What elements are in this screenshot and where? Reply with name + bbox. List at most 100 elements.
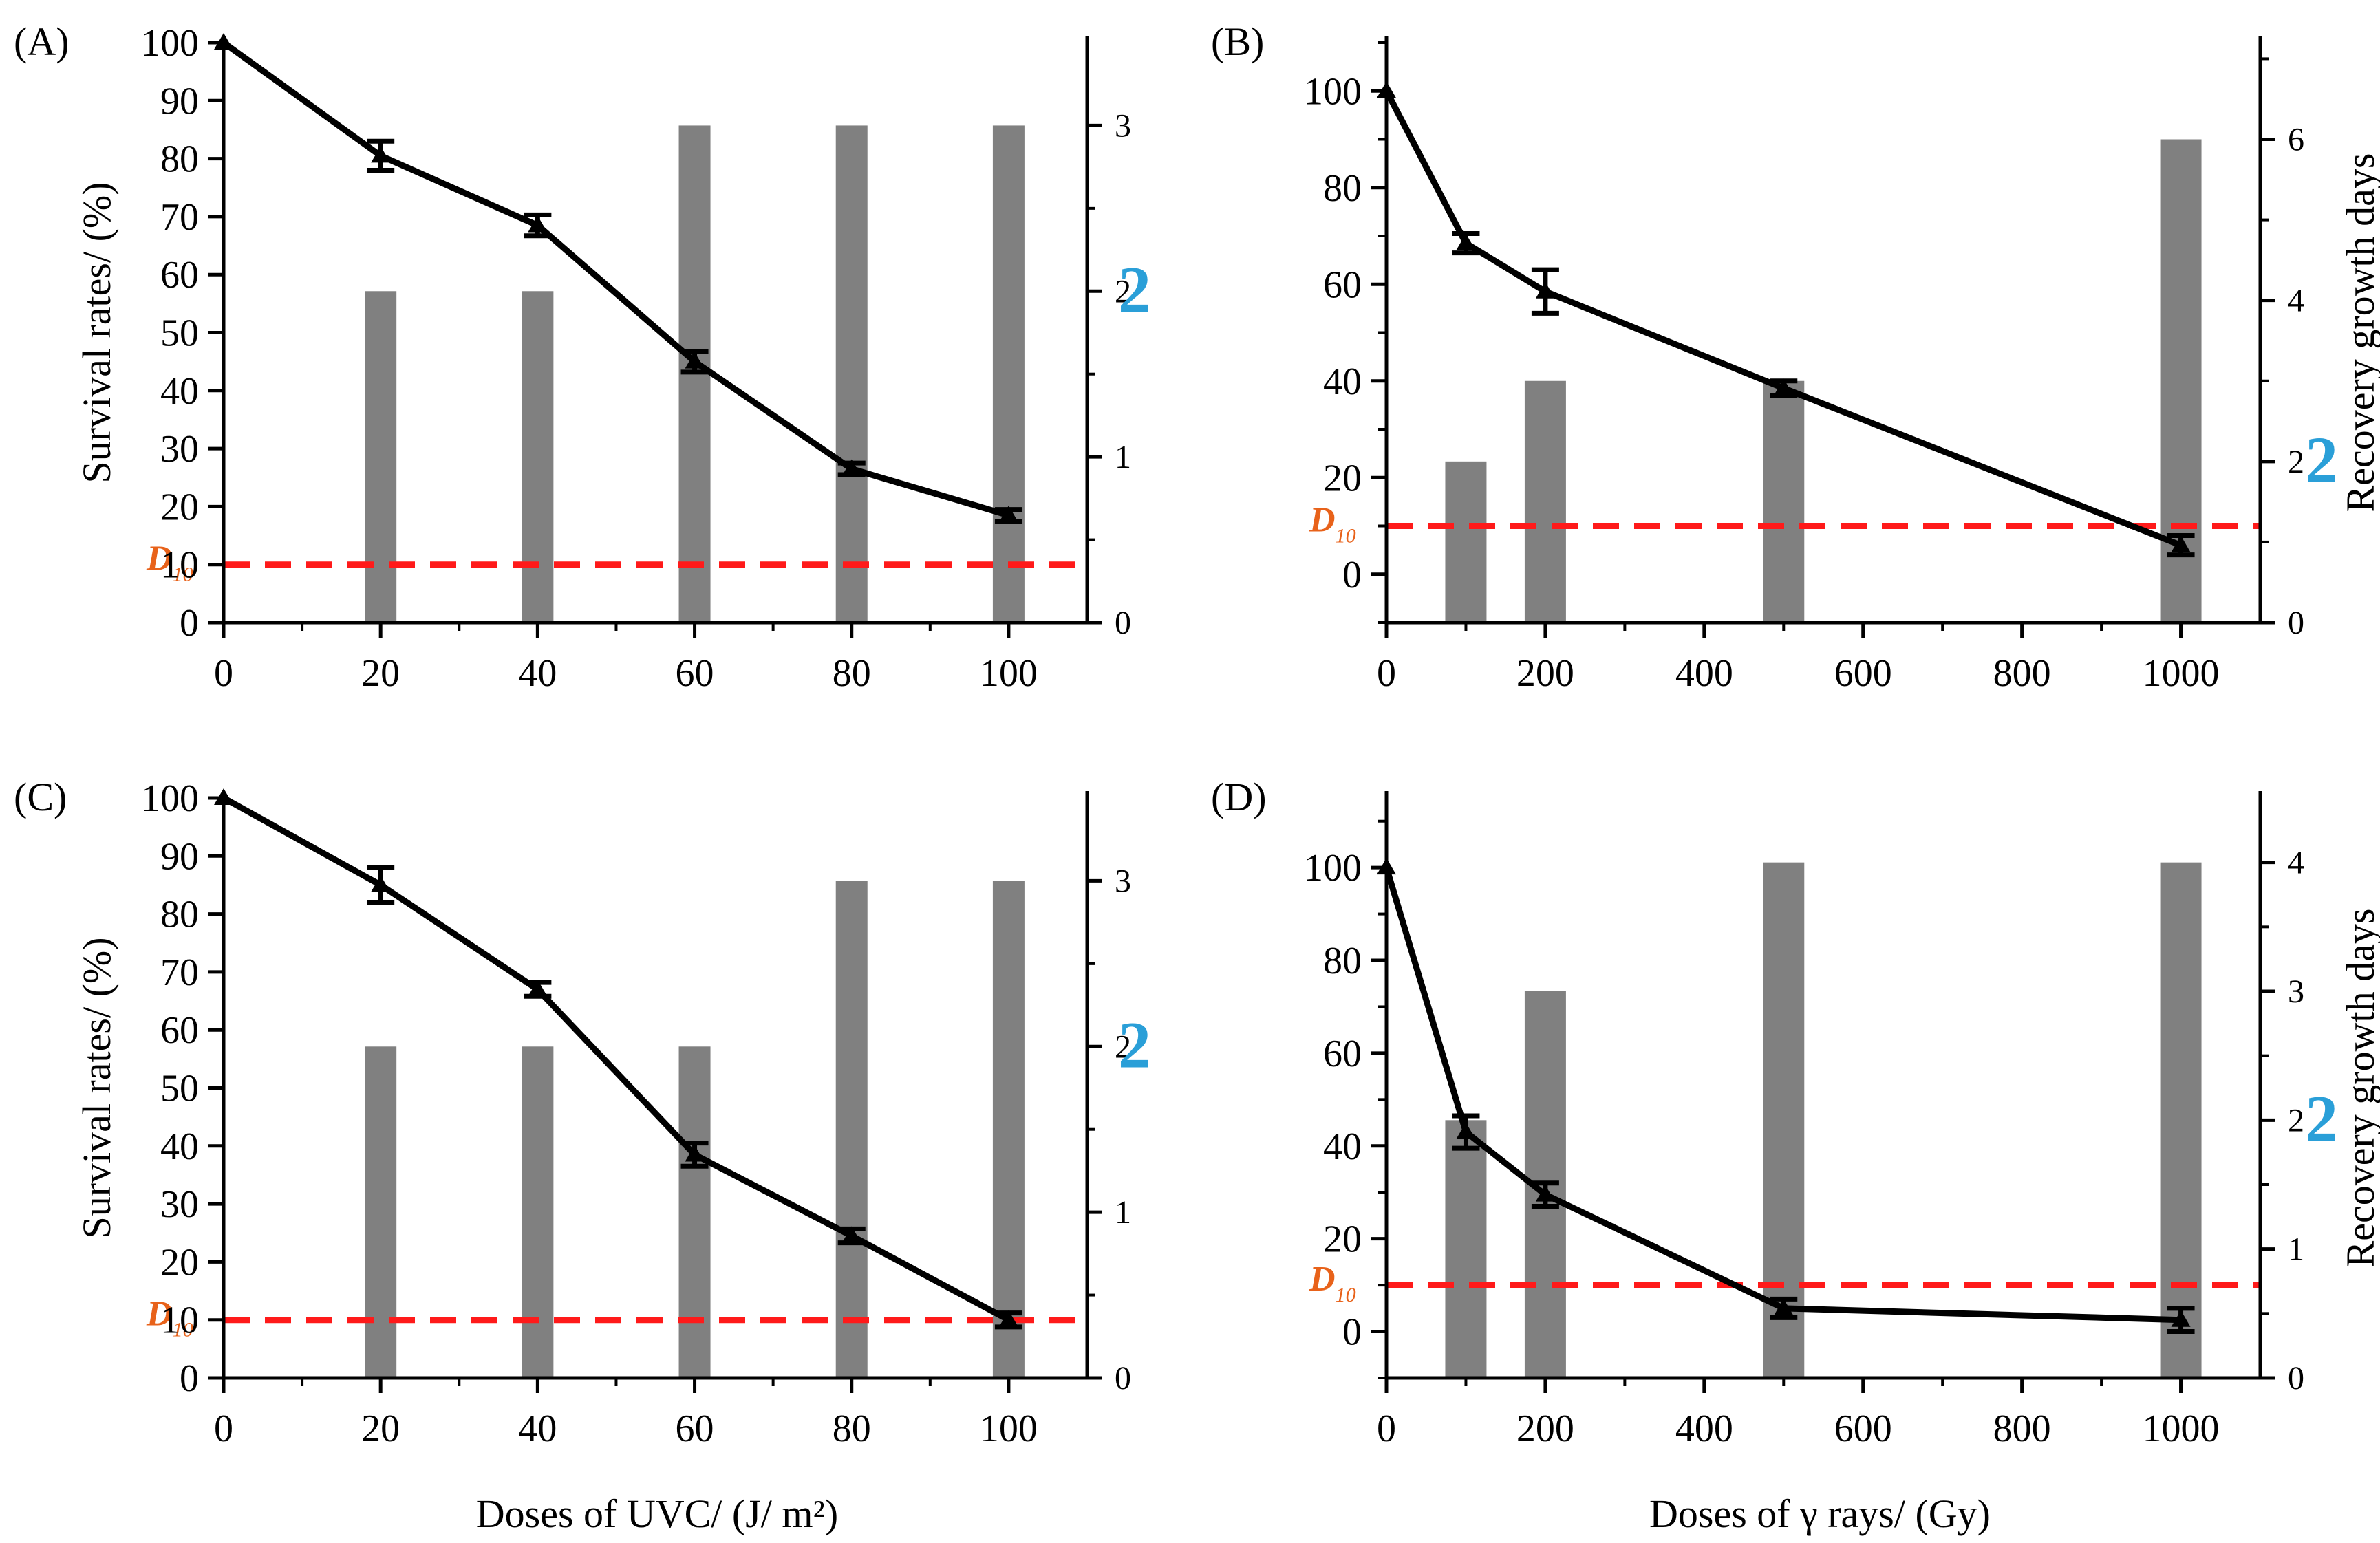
survival-point: [1535, 281, 1555, 299]
survival-point: [528, 215, 548, 233]
recovery-bar: [365, 1046, 397, 1378]
d10-label: D10: [1309, 1260, 1356, 1306]
survival-point: [371, 875, 391, 892]
y-left-tick-label: 80: [160, 894, 199, 936]
y-right-tick-label: 4: [2288, 283, 2304, 319]
survival-point: [1535, 1185, 1555, 1202]
survival-point: [371, 146, 391, 163]
y-right-tick-label: 1: [1115, 1194, 1131, 1231]
y-left-tick-label: 30: [160, 1183, 199, 1226]
recovery-bar: [2160, 862, 2202, 1378]
x-tick-label: 20: [361, 652, 400, 695]
x-tick-label: 20: [361, 1407, 400, 1450]
survival-point: [685, 1145, 705, 1162]
y-right-tick-label: 6: [2288, 122, 2304, 158]
y-left-tick-label: 10: [160, 544, 199, 587]
x-tick-label: 60: [676, 652, 714, 695]
annotation-2: 2: [1118, 252, 1151, 326]
survival-point: [998, 1310, 1018, 1327]
panel-label: (A): [14, 19, 69, 64]
y-left-tick-label: 20: [160, 1241, 199, 1284]
x-tick-label: 40: [518, 652, 557, 695]
y-right-axis-title: Recovery growth days: [2338, 909, 2380, 1268]
recovery-bar: [365, 291, 397, 623]
recovery-bar: [678, 1046, 711, 1378]
survival-point: [1774, 378, 1794, 396]
x-tick-label: 80: [833, 652, 871, 695]
x-tick-label: 600: [1834, 652, 1892, 695]
panel-label: (D): [1211, 775, 1267, 819]
y-right-tick-label: 0: [2288, 605, 2304, 641]
y-left-tick-label: 70: [160, 951, 199, 994]
x-tick-label: 80: [833, 1407, 871, 1450]
x-tick-label: 0: [1377, 652, 1396, 695]
y-left-tick-label: 0: [1342, 1311, 1362, 1354]
y-left-tick-label: 60: [160, 254, 199, 296]
annotation-2: 2: [2305, 1081, 2338, 1155]
y-right-tick-label: 3: [1115, 863, 1131, 899]
y-left-tick-label: 0: [1342, 554, 1362, 596]
x-tick-label: 800: [1993, 652, 2051, 695]
y-left-tick-label: 40: [1323, 1125, 1362, 1168]
y-right-tick-label: 1: [2288, 1231, 2304, 1268]
x-tick-label: 40: [518, 1407, 557, 1450]
x-tick-label: 0: [214, 1407, 233, 1450]
survival-point: [685, 352, 705, 369]
y-left-tick-label: 60: [1323, 263, 1362, 306]
x-tick-label: 200: [1516, 1407, 1574, 1450]
survival-point: [528, 980, 548, 997]
x-tick-label: 400: [1675, 652, 1733, 695]
panel-label: (B): [1211, 19, 1264, 64]
survival-point: [841, 1226, 861, 1243]
y-right-tick-label: 2: [2288, 1102, 2304, 1139]
y-left-tick-label: 30: [160, 428, 199, 471]
y-left-tick-label: 60: [160, 1009, 199, 1052]
survival-point: [841, 459, 861, 476]
y-left-tick-label: 70: [160, 196, 199, 239]
y-left-tick-label: 40: [160, 1125, 199, 1168]
y-right-tick-label: 4: [2288, 845, 2304, 881]
recovery-bar: [522, 291, 554, 623]
recovery-bar: [992, 881, 1025, 1378]
y-left-tick-label: 50: [160, 1068, 199, 1110]
panel-label: (C): [14, 775, 67, 819]
survival-point: [2171, 535, 2191, 552]
y-left-tick-label: 100: [141, 777, 199, 820]
survival-point: [1456, 1122, 1476, 1139]
bottom-xlabel-uvc: Doses of UVC/ (J/ m²): [476, 1491, 838, 1536]
survival-point: [998, 506, 1018, 523]
y-left-tick-label: 40: [160, 370, 199, 413]
y-right-tick-label: 0: [1115, 1360, 1131, 1396]
y-left-tick-label: 0: [180, 602, 199, 645]
survival-line: [222, 795, 1011, 1323]
y-left-axis-title: Survival rates/ (%): [74, 937, 119, 1238]
x-tick-label: 0: [1377, 1407, 1396, 1450]
y-left-axis-title: Survival rates/ (%): [74, 182, 119, 483]
y-right-tick-label: 0: [1115, 605, 1131, 641]
y-right-tick-label: 2: [1115, 1028, 1131, 1065]
y-left-tick-label: 10: [160, 1299, 199, 1342]
recovery-bar: [1763, 380, 1805, 623]
recovery-bar: [835, 881, 868, 1378]
annotation-2: 2: [2305, 423, 2338, 497]
bottom-xlabel-gamma: Doses of γ rays/ (Gy): [1649, 1491, 1991, 1536]
recovery-bar: [1445, 1120, 1487, 1378]
recovery-bar: [835, 125, 868, 623]
d10-label: D10: [1309, 501, 1356, 548]
survival-point: [2171, 1310, 2191, 1327]
y-left-tick-label: 80: [160, 138, 199, 181]
d10-subscript: 10: [1336, 1284, 1356, 1306]
y-left-tick-label: 40: [1323, 360, 1362, 403]
recovery-bar: [992, 125, 1025, 623]
y-right-tick-label: 2: [1115, 273, 1131, 310]
x-tick-label: 200: [1516, 652, 1574, 695]
y-left-tick-label: 90: [160, 80, 199, 122]
recovery-bar: [522, 1046, 554, 1378]
y-left-tick-label: 100: [1304, 847, 1362, 889]
d10-subscript: 10: [173, 563, 193, 586]
